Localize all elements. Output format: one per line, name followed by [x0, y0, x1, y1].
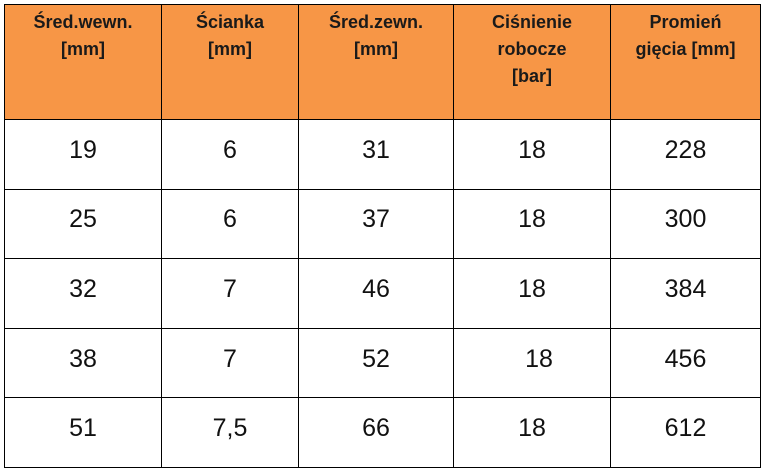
- table-cell: 52: [298, 327, 454, 399]
- table-cell: 7,5: [161, 397, 299, 468]
- table-row: 25 6 37 18 300: [4, 188, 761, 260]
- table-cell: 66: [298, 397, 454, 468]
- header-line: robocze: [497, 39, 567, 59]
- header-line: [bar]: [512, 66, 552, 86]
- table-row: 19 6 31 18 228: [4, 119, 761, 190]
- table-cell: 31: [298, 119, 454, 190]
- table-cell: 19: [4, 119, 162, 190]
- table-cell: 456: [610, 327, 761, 399]
- table-cell: 18: [453, 327, 611, 399]
- header-working-pressure: Ciśnienie robocze [bar]: [453, 4, 611, 120]
- table-body: 19 6 31 18 228 25 6 37 18 300 32 7 46 18…: [4, 119, 761, 468]
- table-cell: 18: [453, 119, 611, 190]
- table-cell: 612: [610, 397, 761, 468]
- table-cell: 384: [610, 258, 761, 329]
- header-line: Śred.zewn.: [328, 12, 424, 32]
- header-line: [mm]: [354, 39, 398, 59]
- header-line: [mm]: [61, 39, 105, 59]
- header-line: gięcia [mm]: [635, 39, 736, 59]
- table-row: 51 7,5 66 18 612: [4, 397, 761, 468]
- table-cell: 18: [453, 188, 611, 260]
- header-outer-diameter: Śred.zewn. [mm]: [298, 4, 454, 120]
- table-cell: 25: [4, 188, 162, 260]
- table-header: Śred.wewn. [mm] Ścianka [mm] Śred.zewn. …: [4, 4, 761, 120]
- table-cell: 18: [453, 397, 611, 468]
- pipe-spec-table: Śred.wewn. [mm] Ścianka [mm] Śred.zewn. …: [4, 4, 761, 468]
- header-line: Promień: [649, 12, 722, 32]
- table-cell: 7: [161, 327, 299, 399]
- table-cell: 38: [4, 327, 162, 399]
- table-cell: 6: [161, 188, 299, 260]
- header-inner-diameter: Śred.wewn. [mm]: [4, 4, 162, 120]
- table-cell: 18: [453, 258, 611, 329]
- table-cell: 51: [4, 397, 162, 468]
- table-cell: 228: [610, 119, 761, 190]
- header-line: [mm]: [208, 39, 252, 59]
- table-cell: 46: [298, 258, 454, 329]
- header-line: Ścianka: [195, 12, 265, 32]
- header-line: Ciśnienie: [491, 12, 573, 32]
- table-cell: 37: [298, 188, 454, 260]
- header-line: Śred.wewn.: [33, 12, 133, 32]
- header-row: Śred.wewn. [mm] Ścianka [mm] Śred.zewn. …: [4, 4, 761, 120]
- table-cell: 7: [161, 258, 299, 329]
- table-cell: 32: [4, 258, 162, 329]
- header-bend-radius: Promień gięcia [mm]: [610, 4, 761, 120]
- table-row: 32 7 46 18 384: [4, 258, 761, 329]
- header-wall: Ścianka [mm]: [161, 4, 299, 120]
- table-row: 38 7 52 18 456: [4, 327, 761, 399]
- table-cell: 300: [610, 188, 761, 260]
- table-cell: 6: [161, 119, 299, 190]
